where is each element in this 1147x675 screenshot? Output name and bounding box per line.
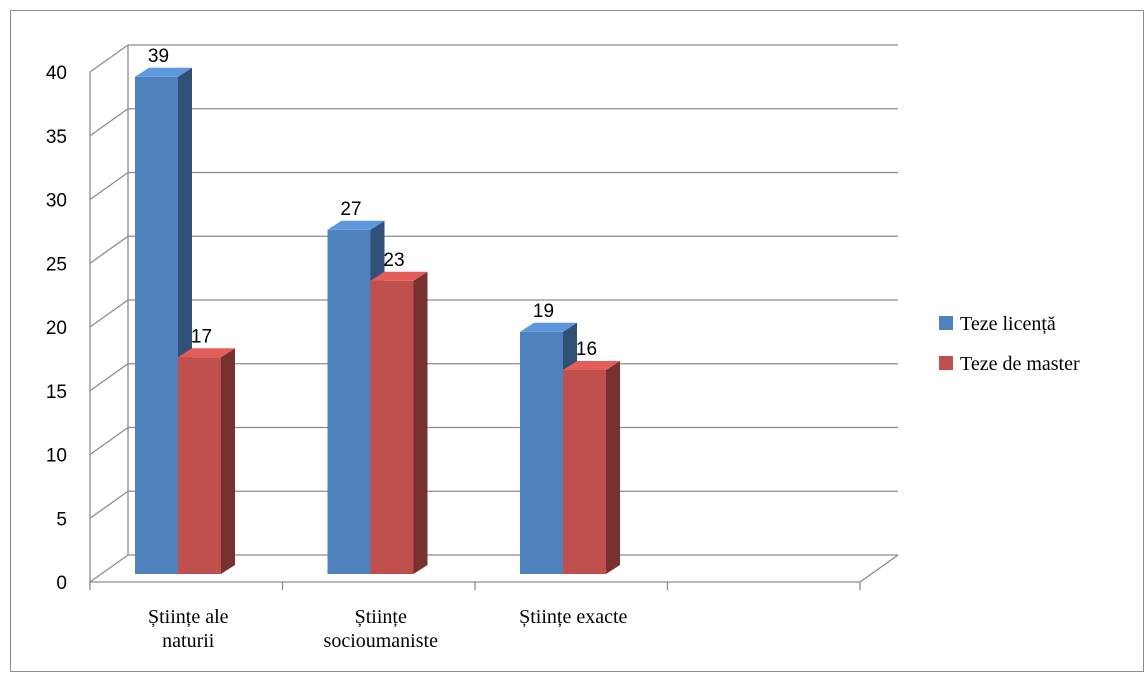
bar-top	[178, 348, 235, 358]
bar-side	[221, 348, 235, 574]
side-gridline	[89, 44, 129, 73]
data-label: 19	[533, 301, 554, 322]
side-gridline	[89, 171, 129, 201]
x-tick-label: Științe exacte	[519, 606, 627, 628]
y-tick-label: 15	[46, 382, 67, 403]
bar	[370, 280, 414, 574]
side-gridline	[89, 235, 129, 264]
y-tick-label: 30	[46, 191, 67, 212]
y-tick-label: 40	[46, 63, 67, 84]
x-tick-label: Științe	[355, 606, 407, 628]
bar-side	[413, 271, 428, 574]
y-tick-label: 10	[46, 446, 67, 467]
bar	[135, 76, 178, 574]
legend-swatch	[939, 316, 953, 330]
side-gridline	[89, 108, 129, 137]
y-tick-label: 20	[46, 318, 67, 339]
y-tick-label: 35	[46, 127, 67, 148]
data-label: 16	[576, 339, 597, 360]
side-gridline	[89, 554, 129, 583]
legend-swatch	[939, 356, 953, 370]
y-tick-label: 0	[56, 573, 67, 594]
bar-side	[606, 361, 620, 574]
bar-top	[370, 271, 428, 281]
legend-label: Teze licență	[960, 313, 1056, 335]
data-label: 39	[148, 46, 169, 67]
side-gridline	[89, 299, 129, 328]
data-label: 17	[191, 326, 212, 347]
bar	[563, 370, 606, 574]
data-label: 23	[383, 250, 404, 271]
x-tick-label: Științe ale	[148, 606, 229, 628]
floor-edge	[859, 554, 899, 583]
legend-label: Teze de master	[960, 353, 1080, 375]
bar	[327, 229, 371, 574]
bar-top	[135, 67, 192, 77]
y-tick-label: 25	[46, 254, 67, 275]
bar-top	[327, 220, 385, 230]
data-label: 27	[340, 199, 361, 220]
y-tick-label: 5	[56, 509, 67, 530]
x-tick-label: naturii	[162, 630, 215, 652]
bar-top	[520, 322, 577, 332]
bar	[520, 331, 563, 574]
x-tick-label: socioumaniste	[324, 630, 439, 652]
bar	[178, 357, 221, 574]
side-gridline	[89, 490, 129, 519]
bar-top	[563, 361, 620, 370]
side-gridline	[89, 426, 129, 456]
side-gridline	[89, 363, 129, 392]
